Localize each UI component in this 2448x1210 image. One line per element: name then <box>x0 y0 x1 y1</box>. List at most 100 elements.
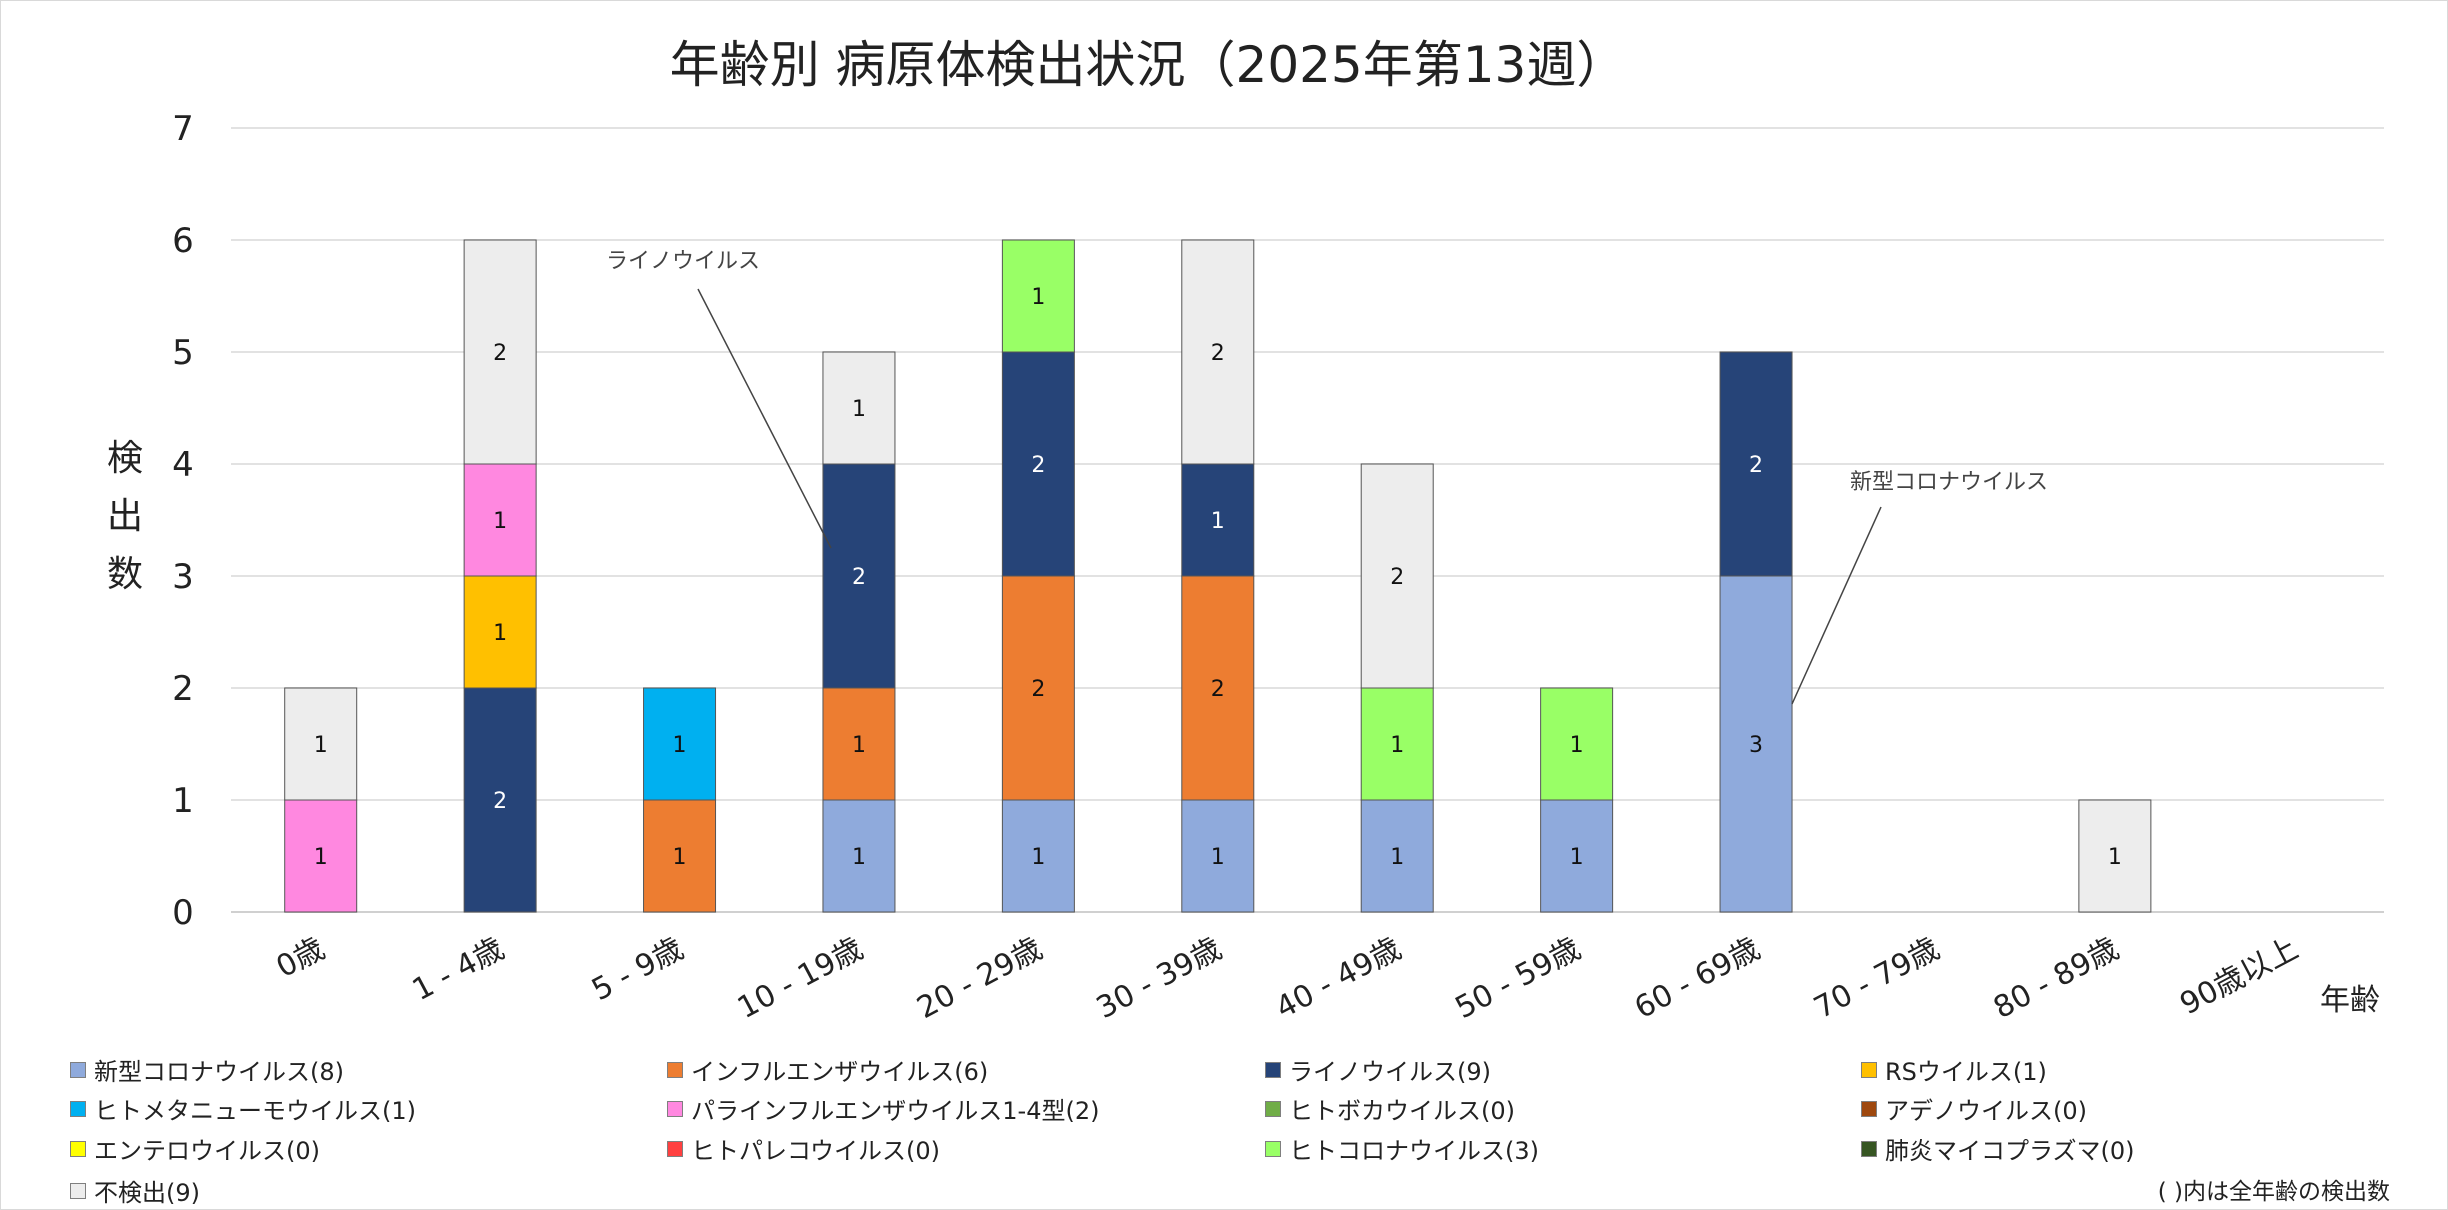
legend-label: 新型コロナウイルス(8) <box>94 1058 344 1086</box>
legend-label: エンテロウイルス(0) <box>94 1137 320 1165</box>
x-tick-label: 50 - 59歳 <box>1450 931 1587 1026</box>
legend-item: アデノウイルス(0) <box>1861 1091 2087 1126</box>
legend-item: ヒトメタニューモウイルス(1) <box>70 1091 416 1126</box>
legend-label: ヒトパレコウイルス(0) <box>691 1137 941 1165</box>
legend-item: 肺炎マイコプラズマ(0) <box>1861 1131 2135 1166</box>
bar-segment <box>1001 351 1075 577</box>
data-label: 2 <box>1211 677 1225 702</box>
x-tick-label: 90歳以上 <box>2174 931 2304 1022</box>
legend-label: インフルエンザウイルス(6) <box>691 1058 989 1086</box>
legend-swatch <box>70 1061 86 1078</box>
data-label: 1 <box>1211 509 1225 534</box>
bar-segment <box>2078 799 2152 913</box>
data-label: 1 <box>2108 845 2122 870</box>
y-tick-label: 2 <box>172 669 194 709</box>
bar-segment <box>1181 575 1255 801</box>
annotation-label: ライノウイルス <box>606 249 760 274</box>
legend-note: ( )内は全年齢の検出数 <box>2157 1179 2390 1205</box>
legend-item: パラインフルエンザウイルス1-4型(2) <box>667 1091 1099 1126</box>
legend-label: ライノウイルス(9) <box>1289 1058 1491 1086</box>
data-label: 2 <box>1031 453 1045 478</box>
data-label: 1 <box>1570 733 1584 758</box>
y-tick-label: 7 <box>172 109 194 149</box>
data-label: 1 <box>1570 845 1584 870</box>
bar-segment <box>1181 799 1255 913</box>
bar-segment <box>284 799 358 913</box>
x-tick-label: 10 - 19歳 <box>732 931 869 1026</box>
bar-segment <box>1719 351 1793 577</box>
legend-item: RSウイルス(1) <box>1861 1052 2047 1087</box>
legend-swatch <box>1265 1100 1281 1117</box>
y-axis-label: 数 <box>107 554 143 595</box>
legend-swatch <box>1265 1061 1281 1078</box>
x-tick-label: 5 - 9歳 <box>586 931 689 1008</box>
bar-segment <box>1001 239 1075 353</box>
x-tick-label: 60 - 69歳 <box>1629 931 1766 1026</box>
y-tick-label: 0 <box>172 893 194 933</box>
data-label: 2 <box>493 789 507 814</box>
bar-segment <box>643 799 717 913</box>
legend-label: パラインフルエンザウイルス1-4型(2) <box>691 1097 1100 1125</box>
data-label: 1 <box>1031 285 1045 310</box>
data-label: 1 <box>314 733 328 758</box>
legend-item: ヒトボカウイルス(0) <box>1265 1091 1515 1126</box>
x-tick-label: 40 - 49歳 <box>1270 931 1407 1026</box>
data-label: 2 <box>1749 453 1763 478</box>
legend-label: 不検出(9) <box>94 1179 200 1207</box>
data-label: 1 <box>1390 733 1404 758</box>
legend-item: 不検出(9) <box>70 1173 200 1208</box>
data-label: 1 <box>673 733 687 758</box>
x-axis-label: 年齢 <box>2320 983 2380 1018</box>
x-tick-label: 80 - 89歳 <box>1988 931 2125 1026</box>
annotation-leader-line <box>1791 506 1882 705</box>
data-label: 1 <box>673 845 687 870</box>
y-axis-label: 出 <box>107 496 143 537</box>
legend-label: アデノウイルス(0) <box>1885 1097 2087 1125</box>
y-tick-label: 1 <box>172 781 194 821</box>
bar-segment <box>1540 799 1614 913</box>
data-label: 1 <box>1031 845 1045 870</box>
y-tick-label: 4 <box>172 445 194 485</box>
data-label: 1 <box>852 733 866 758</box>
bar-segment <box>463 239 537 465</box>
legend-swatch <box>667 1140 683 1157</box>
legend-label: ヒトメタニューモウイルス(1) <box>94 1097 416 1125</box>
bar-segment <box>1360 687 1434 801</box>
legend-label: ヒトコロナウイルス(3) <box>1289 1137 1539 1165</box>
data-label: 1 <box>314 845 328 870</box>
annotation-leader-line <box>697 288 832 549</box>
x-tick-label: 70 - 79歳 <box>1808 931 1945 1026</box>
legend-label: RSウイルス(1) <box>1885 1058 2047 1086</box>
legend-item: エンテロウイルス(0) <box>70 1131 320 1166</box>
bar-segment <box>1181 239 1255 465</box>
legend-item: インフルエンザウイルス(6) <box>667 1052 988 1087</box>
legend-swatch <box>667 1061 683 1078</box>
bar-segment <box>1001 575 1075 801</box>
bar-segment <box>284 687 358 801</box>
bar-segment <box>822 799 896 913</box>
data-label: 1 <box>493 509 507 534</box>
bar-segment <box>822 463 896 689</box>
data-label: 1 <box>1390 845 1404 870</box>
bar-segment <box>1540 687 1614 801</box>
bar-segment <box>822 687 896 801</box>
bar-segment <box>1001 799 1075 913</box>
chart-title: 年齢別 病原体検出状況（2025年第13週） <box>670 36 1627 94</box>
legend-item: 新型コロナウイルス(8) <box>70 1052 344 1087</box>
data-label: 2 <box>1390 565 1404 590</box>
legend-swatch <box>1861 1100 1877 1117</box>
legend-item: ヒトパレコウイルス(0) <box>667 1131 940 1166</box>
legend-swatch <box>70 1140 86 1157</box>
y-axis-label: 検 <box>107 438 143 479</box>
legend-swatch <box>70 1182 86 1199</box>
legend-label: 肺炎マイコプラズマ(0) <box>1885 1137 2135 1165</box>
legend-swatch <box>1265 1140 1281 1157</box>
legend-swatch <box>667 1100 683 1117</box>
data-label: 1 <box>493 621 507 646</box>
data-label: 2 <box>1211 341 1225 366</box>
legend-swatch <box>1861 1140 1877 1157</box>
y-tick-label: 3 <box>172 557 194 597</box>
data-label: 2 <box>1031 677 1045 702</box>
bar-segment <box>822 351 896 465</box>
